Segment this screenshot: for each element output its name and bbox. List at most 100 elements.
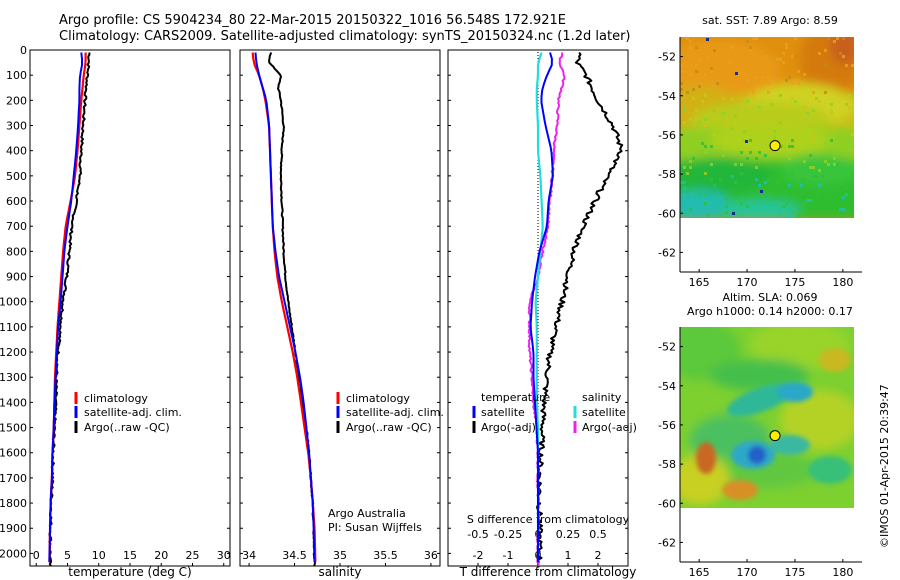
- sst-pixel: [752, 88, 755, 91]
- sst-pixel: [737, 151, 740, 154]
- sst-pixel: [782, 205, 785, 208]
- sst-pixel: [734, 115, 737, 118]
- sst-pixel: [833, 40, 836, 43]
- sst-pixel: [851, 64, 854, 67]
- sst-pixel: [680, 82, 683, 85]
- sst-pixel: [830, 139, 833, 142]
- sst-pixel: [788, 157, 791, 160]
- sst-pixel: [731, 175, 734, 178]
- sst-pixel: [689, 193, 692, 196]
- sst-pixel: [743, 73, 746, 76]
- x-tick-label: 5: [64, 549, 71, 562]
- sst-pixel: [692, 97, 695, 100]
- sst-pixel: [818, 169, 821, 172]
- sla-map-title-2: Argo h1000: 0.14 h2000: 0.17: [687, 305, 853, 318]
- sst-pixel: [710, 163, 713, 166]
- sst-pixel: [737, 91, 740, 94]
- sst-pixel: [745, 140, 748, 143]
- sst-pixel: [803, 115, 806, 118]
- sst-pixel: [794, 55, 797, 58]
- sst-pixel: [767, 193, 770, 196]
- sst-pixel: [830, 109, 833, 112]
- sst-pixel: [713, 49, 716, 52]
- sst-pixel: [839, 52, 842, 55]
- sst-pixel: [827, 163, 830, 166]
- sst-pixel: [680, 88, 683, 91]
- sst-pixel: [812, 166, 815, 169]
- temperature-x-axis: 0 5 10 15 20 25 30: [33, 549, 231, 566]
- sst-pixel: [773, 196, 776, 199]
- title-line-2: Climatology: CARS2009. Satellite-adjuste…: [59, 29, 631, 44]
- depth-tick-label: 1200: [0, 346, 27, 359]
- lon-tick-label: 170: [737, 276, 758, 289]
- sst-pixel: [704, 193, 707, 196]
- legend-temp-head: temperature: [481, 391, 550, 404]
- sst-pixel: [797, 70, 800, 73]
- sst-pixel: [735, 72, 738, 75]
- sst-pixel: [680, 70, 683, 73]
- sst-pixel: [713, 118, 716, 121]
- sst-pixel: [773, 136, 776, 139]
- sst-pixel: [806, 211, 809, 214]
- sst-pixel: [806, 109, 809, 112]
- depth-tick-label: 1700: [0, 472, 27, 485]
- sst-pixel: [689, 118, 692, 121]
- sst-pixel: [683, 121, 686, 124]
- sst-pixel: [809, 154, 812, 157]
- sst-pixel: [749, 106, 752, 109]
- sst-pixel: [719, 145, 722, 148]
- lon-tick-label: 180: [832, 566, 853, 579]
- sst-pixel: [791, 97, 794, 100]
- sst-pixel: [713, 133, 716, 136]
- difference-xlabel: T difference from climatology: [459, 565, 637, 579]
- sst-pixel: [701, 142, 704, 145]
- sst-pixel: [773, 130, 776, 133]
- temperature-climatology-line: [48, 52, 87, 563]
- sst-pixel: [776, 181, 779, 184]
- lat-tick-label: -52: [658, 51, 676, 64]
- sst-pixel: [752, 97, 755, 100]
- sst-pixel: [830, 103, 833, 106]
- sst-pixel: [779, 94, 782, 97]
- sst-pixel: [776, 58, 779, 61]
- sst-pixel: [848, 106, 851, 109]
- lat-tick-label: -62: [658, 536, 676, 549]
- sst-pixel: [800, 184, 803, 187]
- sst-pixel: [692, 88, 695, 91]
- lon-tick-label: 175: [784, 276, 805, 289]
- sst-pixel: [758, 184, 761, 187]
- sst-pixel: [803, 178, 806, 181]
- sst-pixel: [686, 148, 689, 151]
- sst-pixel: [839, 208, 842, 211]
- lon-tick-label: 170: [737, 566, 758, 579]
- sst-pixel: [701, 100, 704, 103]
- sst-pixel: [788, 145, 791, 148]
- sst-pixel: [785, 106, 788, 109]
- lat-tick-label: -54: [658, 90, 676, 103]
- x-tick-label: 0: [33, 549, 40, 562]
- depth-tick-label: 800: [6, 245, 27, 258]
- sst-pixel: [698, 85, 701, 88]
- sst-pixel: [770, 103, 773, 106]
- sst-pixel: [692, 157, 695, 160]
- sst-pixel: [746, 157, 749, 160]
- depth-tick-label: 1300: [0, 371, 27, 384]
- sst-pixel: [707, 214, 710, 217]
- sst-pixel: [760, 190, 763, 193]
- depth-tick-label: 1400: [0, 396, 27, 409]
- sst-pixel: [716, 82, 719, 85]
- sst-pixel: [779, 58, 782, 61]
- sst-pixel: [755, 76, 758, 79]
- sst-pixel: [710, 67, 713, 70]
- sst-pixel: [842, 196, 845, 199]
- sst-pixel: [833, 157, 836, 160]
- sst-pixel: [767, 205, 770, 208]
- difference-top-label: S difference from climatology: [467, 513, 630, 526]
- sst-pixel: [698, 193, 701, 196]
- sst-pixel: [680, 172, 683, 175]
- sst-pixel: [737, 73, 740, 76]
- sst-pixel: [740, 202, 743, 205]
- sst-pixel: [732, 212, 735, 215]
- sst-argo-position-marker: [769, 140, 781, 152]
